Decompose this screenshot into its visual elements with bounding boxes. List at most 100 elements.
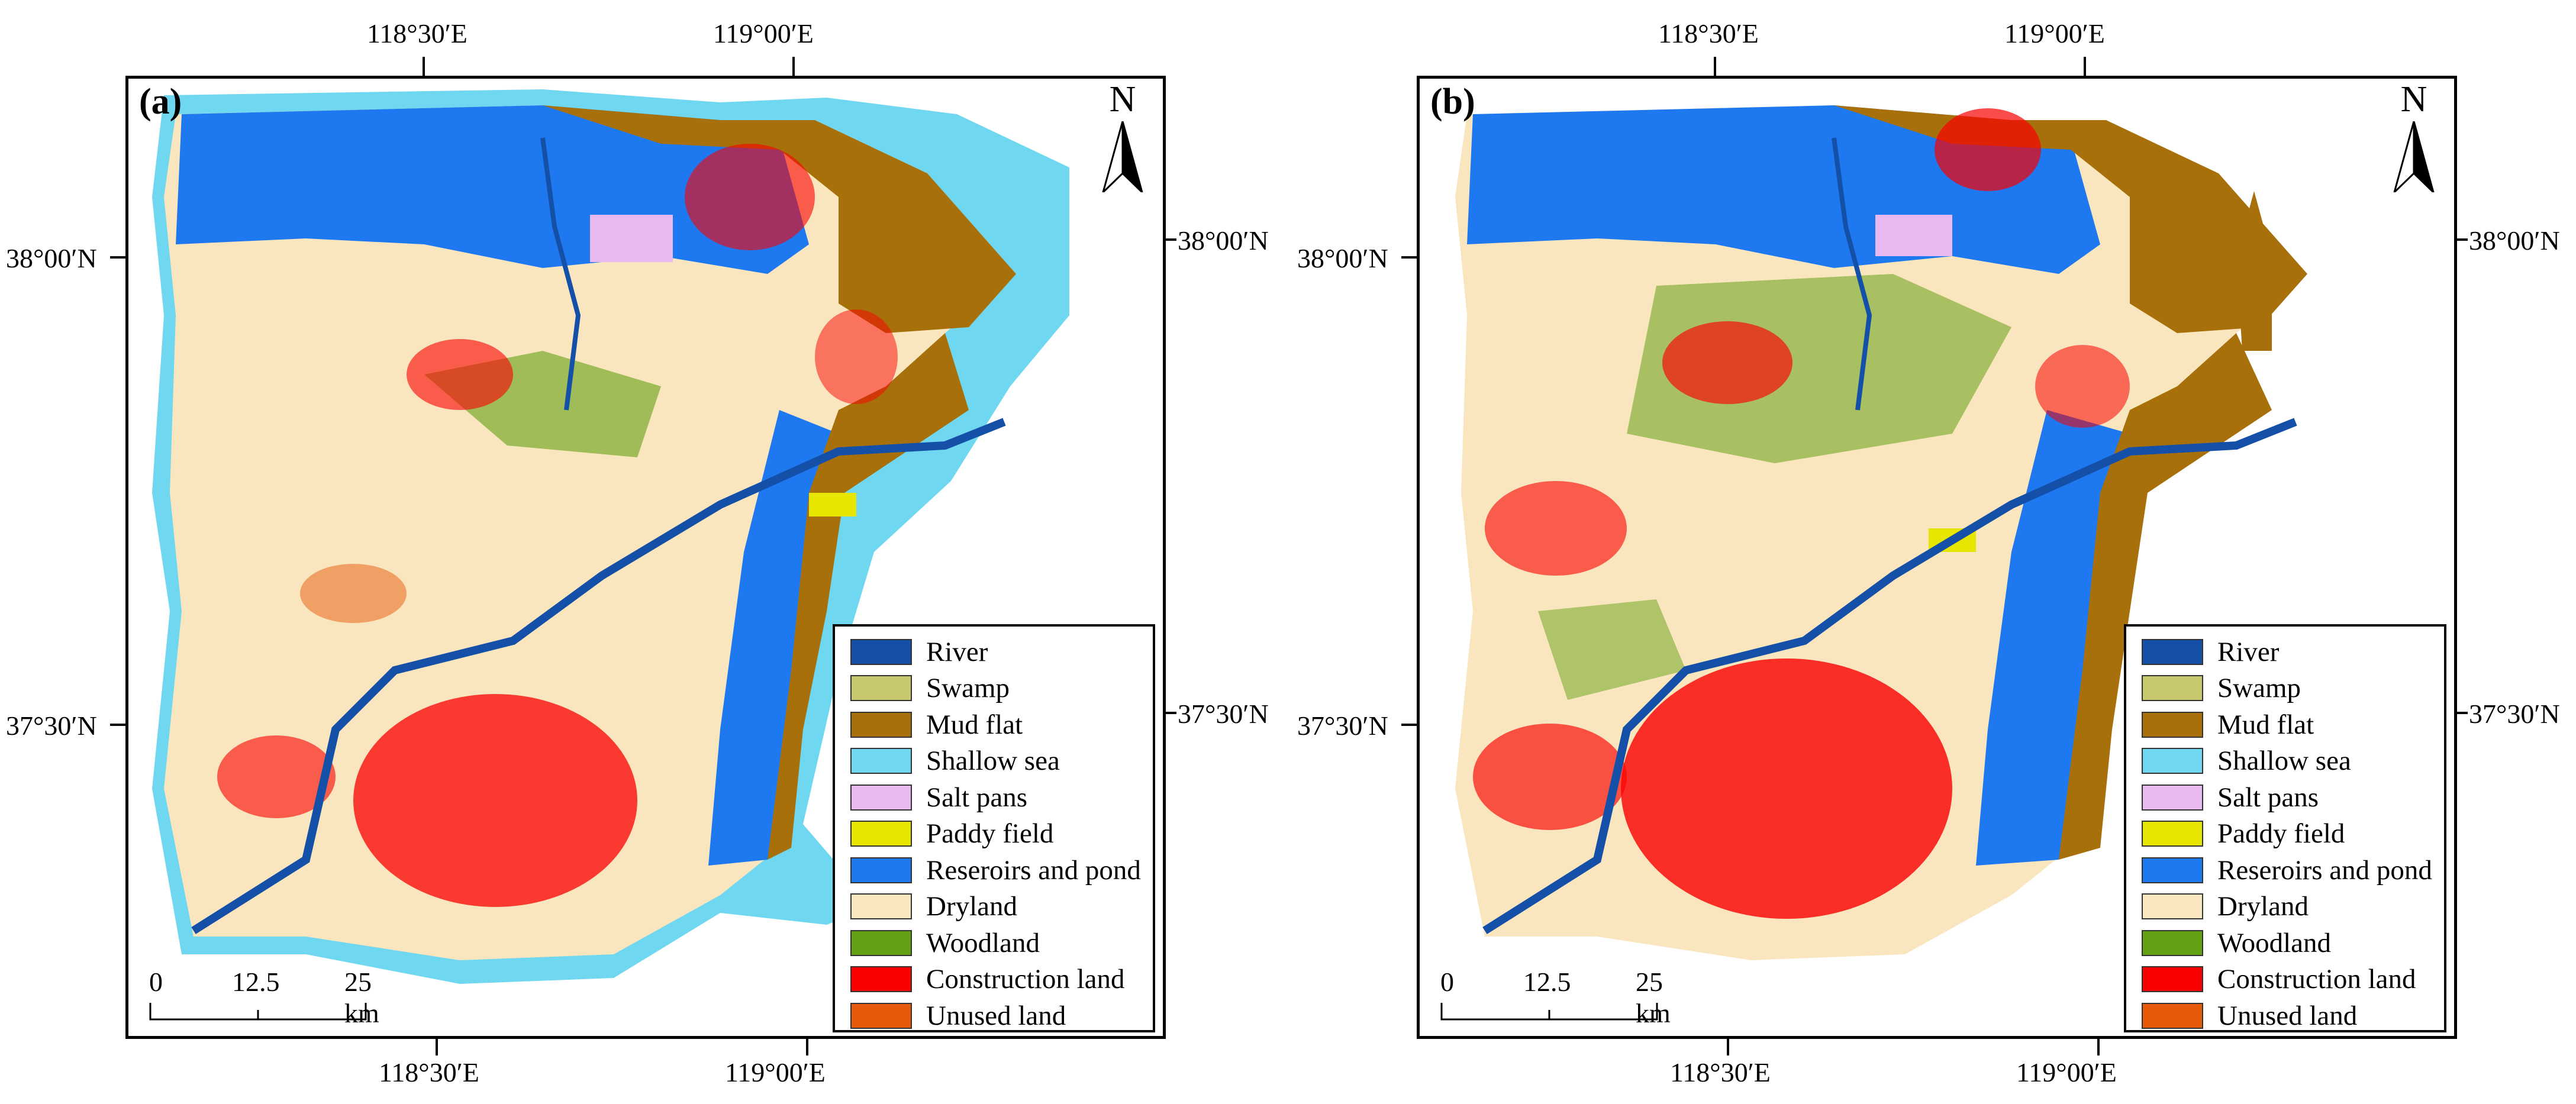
land-use-map-b — [1443, 89, 2361, 984]
construction-cluster — [1485, 481, 1627, 576]
scale-tick-end: 25 km — [1636, 967, 1671, 1028]
legend-item-river: River — [2142, 634, 2444, 670]
legend-swatch — [850, 711, 912, 738]
construction-cluster-main — [353, 694, 637, 907]
legend-swatch — [850, 748, 912, 774]
scale-tick-0: 0 — [1440, 967, 1454, 997]
legend-label: Mud flat — [926, 709, 1023, 740]
construction-cluster — [1473, 724, 1627, 830]
construction-cluster — [815, 309, 898, 404]
right-axis-label: 37°30′N — [2469, 699, 2560, 729]
legend-swatch — [2142, 638, 2203, 665]
legend-label: Construction land — [926, 964, 1125, 995]
legend-label: Unused land — [2217, 1000, 2358, 1031]
legend-swatch — [850, 675, 912, 702]
legend-swatch — [2142, 675, 2203, 702]
scale-tick-0: 0 — [149, 967, 163, 997]
legend-swatch — [850, 638, 912, 665]
tick-mark — [1714, 57, 1716, 76]
right-axis-label: 38°00′N — [1178, 225, 1269, 256]
map-panel-b: (b) N 0 12.5 25 km River Swamp Mud flat … — [1417, 76, 2457, 1039]
north-label: N — [1109, 79, 1136, 120]
legend-label: River — [926, 636, 988, 667]
legend-label: Shallow sea — [926, 745, 1060, 777]
tick-mark — [2084, 57, 2086, 76]
mud-flat-east — [768, 333, 969, 860]
legend-label: Dryland — [2217, 891, 2309, 922]
legend-label: Swamp — [926, 673, 1010, 704]
scale-tick-mid: 12.5 — [232, 967, 280, 997]
legend-item-unused: Unused land — [850, 998, 1153, 1034]
legend-swatch — [850, 966, 912, 993]
salt-pans-patch — [590, 215, 673, 262]
legend-item-mud-flat: Mud flat — [2142, 706, 2444, 743]
scale-tick-mid: 12.5 — [1523, 967, 1571, 997]
left-axis-label: 37°30′N — [6, 711, 97, 741]
legend-item-woodland: Woodland — [850, 925, 1153, 961]
legend-item-dryland: Dryland — [2142, 889, 2444, 925]
left-axis-label: 38°00′N — [1297, 243, 1388, 273]
legend-swatch — [850, 784, 912, 811]
legend-item-construction: Construction land — [850, 961, 1153, 998]
top-axis-label: 119°00′E — [2004, 18, 2105, 49]
tick-mark — [1401, 256, 1417, 259]
construction-cluster — [2035, 345, 2130, 428]
construction-cluster — [407, 339, 513, 410]
tick-mark — [1727, 1039, 1729, 1055]
legend-item-mud-flat: Mud flat — [850, 706, 1153, 743]
river-tributary — [1832, 137, 1872, 411]
legend-item-dryland: Dryland — [850, 889, 1153, 925]
tick-mark — [2097, 1039, 2100, 1055]
tick-mark — [110, 256, 125, 259]
construction-cluster — [1935, 108, 2041, 191]
scale-bar: 0 12.5 25 km — [149, 966, 398, 1036]
legend-label: Reseroirs and pond — [2217, 854, 2432, 886]
land-use-map-a — [152, 89, 1069, 984]
woodland-patch — [1538, 599, 1686, 700]
legend-label: Reseroirs and pond — [926, 854, 1141, 886]
left-axis-label: 37°30′N — [1297, 711, 1388, 741]
legend-swatch — [850, 1002, 912, 1029]
construction-cluster — [1662, 321, 1792, 404]
tick-mark — [1166, 712, 1176, 714]
legend-item-woodland: Woodland — [2142, 925, 2444, 961]
mud-flat-north — [543, 105, 1016, 333]
top-axis-label: 119°00′E — [713, 18, 814, 49]
legend-item-paddy-field: Paddy field — [850, 816, 1153, 853]
scale-tick-end: 25 km — [344, 967, 379, 1028]
tick-mark — [436, 1039, 438, 1055]
legend-item-unused: Unused land — [2142, 998, 2444, 1034]
legend-swatch — [2142, 929, 2203, 956]
north-arrow-icon — [1102, 121, 1143, 192]
woodland-patch — [1627, 274, 2011, 463]
legend: River Swamp Mud flat Shallow sea Salt pa… — [833, 624, 1155, 1032]
north-arrow: N — [2381, 79, 2446, 197]
mud-flat-spit — [2236, 191, 2272, 351]
left-axis-label: 38°00′N — [6, 243, 97, 273]
top-axis-label: 118°30′E — [1658, 18, 1759, 49]
legend-label: Woodland — [2217, 927, 2332, 958]
legend-label: Paddy field — [926, 818, 1054, 850]
salt-pans-patch — [1875, 215, 1952, 256]
legend-label: Dryland — [926, 891, 1018, 922]
right-axis-label: 38°00′N — [2469, 225, 2560, 256]
reservoir-zone-east — [1976, 410, 2130, 866]
legend-swatch — [850, 821, 912, 847]
legend-item-river: River — [850, 634, 1153, 670]
legend-swatch — [2142, 711, 2203, 738]
legend-item-salt-pans: Salt pans — [2142, 779, 2444, 816]
river-line — [1482, 418, 2297, 934]
unused-land-patch — [300, 564, 407, 623]
paddy-field-patch — [809, 493, 856, 517]
legend-label: Woodland — [926, 927, 1040, 958]
bottom-axis-label: 119°00′E — [725, 1057, 826, 1087]
tick-mark — [423, 57, 425, 76]
legend-swatch — [2142, 821, 2203, 847]
legend-item-paddy-field: Paddy field — [2142, 816, 2444, 853]
panel-label-b: (b) — [1430, 82, 1475, 122]
legend-item-construction: Construction land — [2142, 961, 2444, 998]
scale-bar-graphic — [1440, 1003, 1658, 1021]
bottom-axis-label: 118°30′E — [1670, 1057, 1771, 1087]
legend-swatch — [850, 929, 912, 956]
legend-swatch — [2142, 966, 2203, 993]
